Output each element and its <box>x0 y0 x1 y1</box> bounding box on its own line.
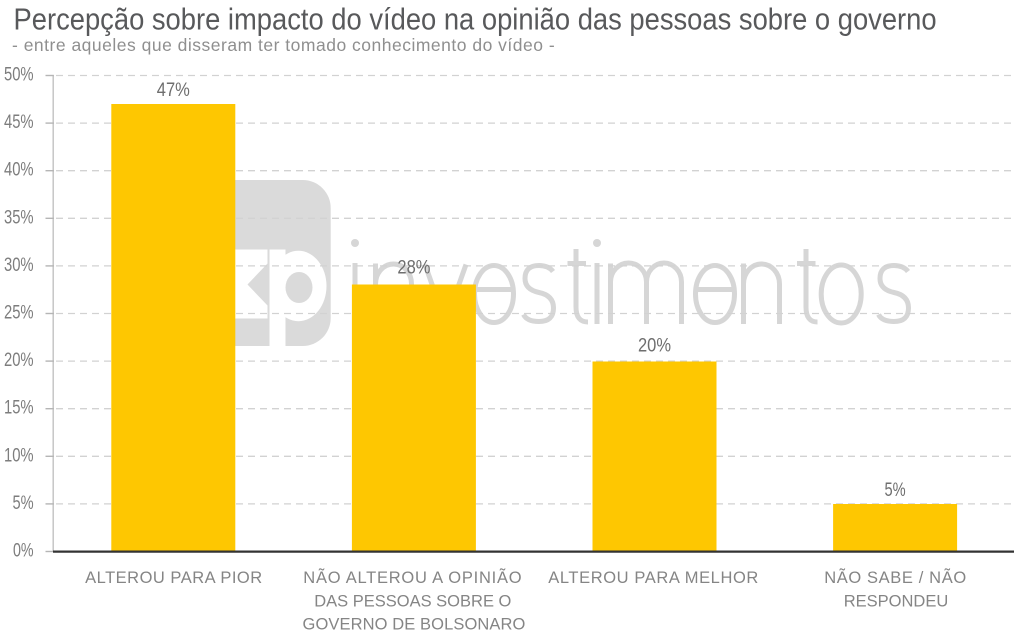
svg-text:25%: 25% <box>4 302 34 323</box>
svg-text:20%: 20% <box>4 349 34 370</box>
svg-text:ALTEROU PARA MELHOR: ALTEROU PARA MELHOR <box>548 569 759 587</box>
svg-text:RESPONDEU: RESPONDEU <box>844 592 949 610</box>
svg-text:0%: 0% <box>13 540 34 561</box>
svg-text:50%: 50% <box>4 64 34 85</box>
svg-text:NÃO SABE / NÃO: NÃO SABE / NÃO <box>824 567 967 587</box>
svg-text:40%: 40% <box>4 159 34 180</box>
svg-text:15%: 15% <box>4 397 34 418</box>
svg-text:20%: 20% <box>638 334 671 355</box>
svg-text:47%: 47% <box>157 79 190 100</box>
svg-text:5%: 5% <box>885 479 906 500</box>
svg-text:NÃO ALTEROU A OPINIÃO: NÃO ALTEROU A OPINIÃO <box>303 567 522 587</box>
svg-text:30%: 30% <box>4 254 34 275</box>
svg-text:Percepção sobre impacto do víd: Percepção sobre impacto do vídeo na opin… <box>14 3 937 37</box>
svg-text:GOVERNO DE BOLSONARO: GOVERNO DE BOLSONARO <box>303 616 526 634</box>
svg-text:28%: 28% <box>397 256 430 277</box>
svg-text:DAS PESSOAS SOBRE O: DAS PESSOAS SOBRE O <box>314 592 511 610</box>
svg-text:5%: 5% <box>12 492 33 513</box>
svg-text:35%: 35% <box>4 207 34 228</box>
svg-text:10%: 10% <box>4 445 34 466</box>
svg-text:- entre aqueles que disseram t: - entre aqueles que disseram ter tomado … <box>12 35 555 55</box>
svg-text:45%: 45% <box>4 111 34 132</box>
svg-text:ALTEROU PARA PIOR: ALTEROU PARA PIOR <box>85 569 263 587</box>
